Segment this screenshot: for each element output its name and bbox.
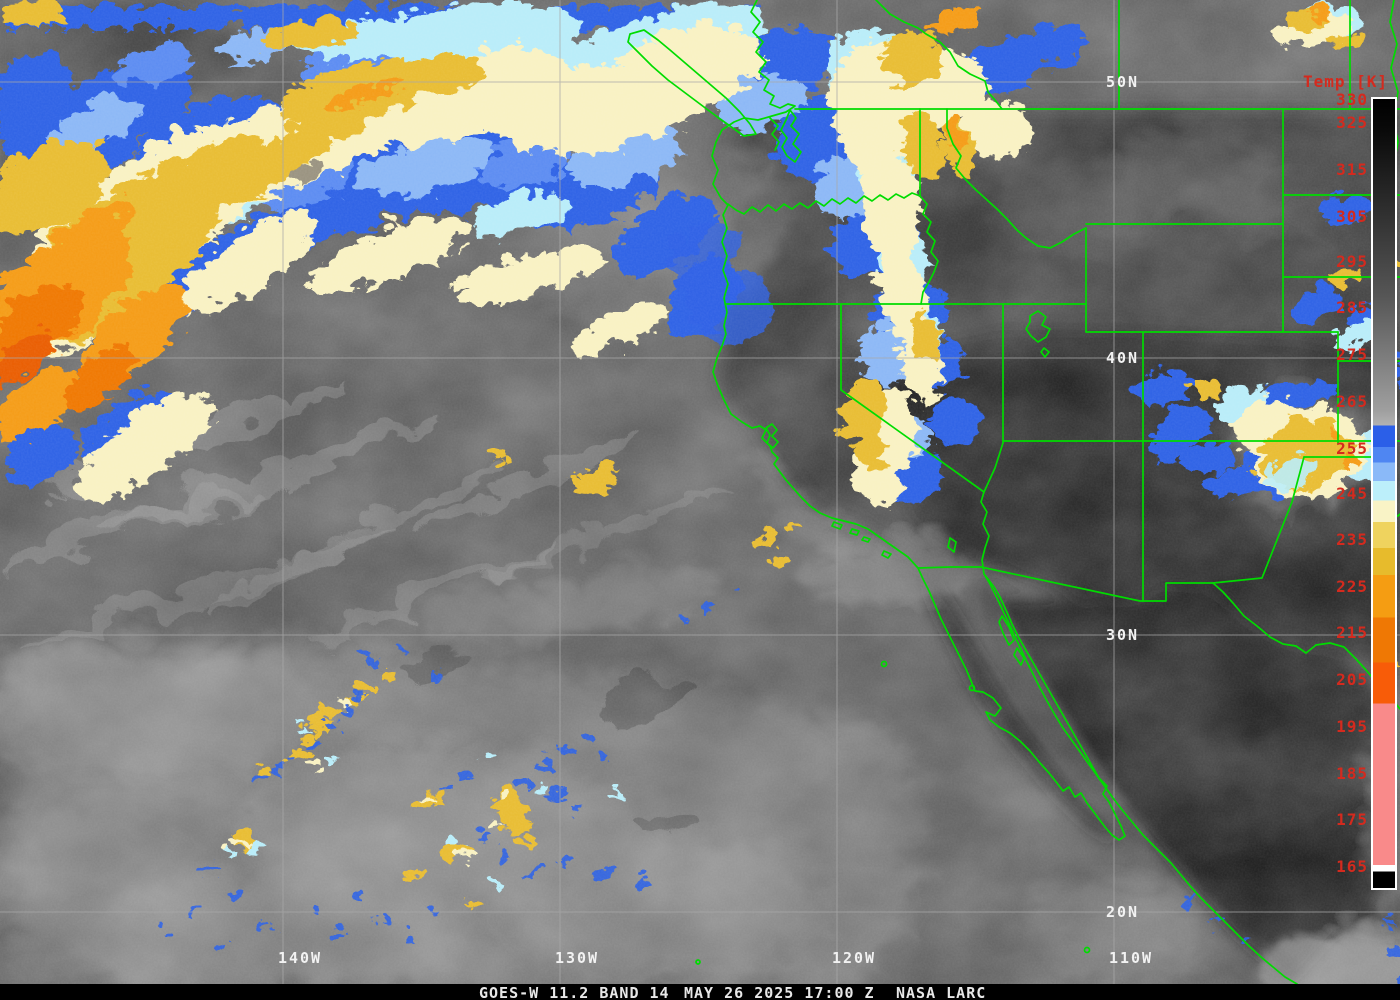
us-mexico-border: [917, 566, 1214, 602]
temperature-colorbar: [1371, 97, 1397, 890]
lat-label-50n: 50N: [1106, 73, 1140, 91]
lon-label-110w: 110W: [1108, 949, 1154, 967]
limb-border-squiggle: [1389, 0, 1399, 165]
colorbar-tick-175: 175: [1336, 810, 1368, 829]
nv-az-border: [983, 442, 1004, 493]
colorbar-tick-235: 235: [1336, 530, 1368, 549]
colorado-river: [980, 491, 990, 575]
bc-ab-border: [875, 0, 1003, 110]
colorbar-tick-265: 265: [1336, 392, 1368, 411]
lat-label-40n: 40N: [1106, 349, 1140, 367]
colorbar-tick-305: 305: [1336, 207, 1368, 226]
caption-product: GOES-W 11.2 BAND 14: [479, 984, 670, 1000]
caption-credit: NASA LARC: [896, 984, 987, 1000]
colorbar-tick-195: 195: [1336, 717, 1368, 736]
caption-bar: GOES-W 11.2 BAND 14 MAY 26 2025 17:00 Z …: [0, 984, 1400, 1000]
pacific-coastline: [711, 0, 1298, 984]
island-dot-guadalupe: [880, 660, 888, 668]
colorbar-tick-185: 185: [1336, 764, 1368, 783]
great-salt-lake: [1025, 310, 1051, 358]
colorbar-tick-205: 205: [1336, 670, 1368, 689]
channel-islands: [831, 521, 892, 559]
id-mt-border: [946, 108, 1087, 249]
gulf-islands: [998, 615, 1025, 666]
colorbar-tick-295: 295: [1336, 252, 1368, 271]
salton-sea: [947, 537, 957, 553]
colorbar-tick-215: 215: [1336, 623, 1368, 642]
colorbar-tick-255: 255: [1336, 439, 1368, 458]
lon-label-140w: 140W: [277, 949, 323, 967]
colorbar-tick-325: 325: [1336, 113, 1368, 132]
colorbar-tick-275: 275: [1336, 345, 1368, 364]
san-francisco-bay: [765, 423, 779, 449]
colorbar-title: Temp [K]: [1303, 72, 1389, 91]
ca-nv-border: [840, 303, 985, 493]
lat-label-30n: 30N: [1106, 626, 1140, 644]
or-id-border-snake: [919, 195, 939, 305]
nm-tx-border: [1212, 456, 1305, 584]
vancouver-island: [627, 29, 757, 137]
puget-sound: [769, 109, 802, 163]
island-dot-cedros: [968, 684, 976, 692]
lat-label-20n: 20N: [1106, 903, 1140, 921]
wa-or-border-columbia: [727, 192, 921, 215]
lon-label-120w: 120W: [831, 949, 877, 967]
colorbar-tick-165: 165: [1336, 857, 1368, 876]
caption-datetime: MAY 26 2025 17:00 Z: [684, 984, 875, 1000]
colorbar-tick-315: 315: [1336, 160, 1368, 179]
colorbar-tick-285: 285: [1336, 298, 1368, 317]
island-dot-socorro: [1083, 946, 1091, 954]
colorbar-tick-330: 330: [1336, 90, 1368, 109]
island-dot: [695, 959, 701, 965]
colorbar-tick-225: 225: [1336, 577, 1368, 596]
map-boundaries: [627, 0, 1400, 984]
colorbar-tick-245: 245: [1336, 484, 1368, 503]
lon-label-130w: 130W: [554, 949, 600, 967]
